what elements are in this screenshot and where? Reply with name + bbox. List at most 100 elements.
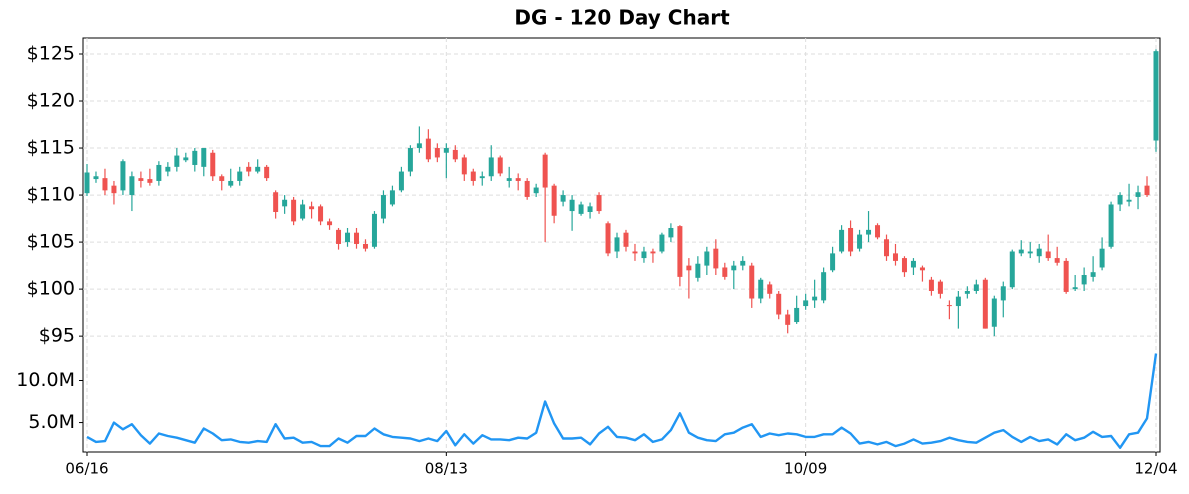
candle-body <box>542 154 548 188</box>
candle-body <box>192 150 198 165</box>
candle-body <box>892 253 898 261</box>
candle-body <box>515 178 521 181</box>
candle-body <box>327 221 333 226</box>
candle-body <box>695 263 701 278</box>
candle-body <box>659 234 665 252</box>
volume-line <box>86 353 1158 449</box>
candle-body <box>964 290 970 294</box>
y-tick-label: $105 <box>27 231 75 253</box>
candle-body <box>533 187 539 194</box>
y-tick-label: $120 <box>27 90 75 112</box>
candle-body <box>255 166 261 172</box>
candle-body <box>434 148 440 158</box>
candle-body <box>174 155 180 167</box>
candle-body <box>1126 199 1132 202</box>
x-tick-label: 10/09 <box>784 460 827 478</box>
candle-body <box>219 176 225 181</box>
candle-body <box>839 229 845 252</box>
candle-body <box>497 157 503 174</box>
candle-body <box>183 157 189 161</box>
candle-body <box>830 253 836 271</box>
candle-body <box>524 180 530 197</box>
candle-body <box>1027 251 1033 254</box>
y-tick-label: $115 <box>27 137 75 159</box>
y-tick-label: 5.0M <box>28 411 75 433</box>
candle-body <box>1045 251 1051 259</box>
candle-body <box>1117 195 1123 205</box>
candle-body <box>461 157 467 175</box>
candle-body <box>111 185 117 194</box>
candle-body <box>210 152 216 177</box>
candle-body <box>1153 51 1159 141</box>
candle-body <box>1108 204 1114 247</box>
candle-body <box>937 281 943 294</box>
candle-body <box>156 164 162 181</box>
candle-body <box>650 251 656 254</box>
candle-body <box>758 279 764 299</box>
candle-body <box>398 171 404 191</box>
x-tick-label: 08/13 <box>425 460 468 478</box>
candle-body <box>138 178 144 181</box>
candle-body <box>362 243 368 249</box>
candle-body <box>641 251 647 259</box>
candle-body <box>776 293 782 315</box>
candle-body <box>300 204 306 219</box>
candle-body <box>345 232 351 243</box>
candle-body <box>812 296 818 301</box>
candle-body <box>318 206 324 222</box>
candle-body <box>380 195 386 219</box>
candle-body <box>551 185 557 216</box>
y-tick-label: $95 <box>39 325 75 347</box>
candle-body <box>596 195 602 212</box>
candle-body <box>821 272 827 301</box>
candle-body <box>443 148 449 153</box>
candle-body <box>848 227 854 252</box>
candle-body <box>165 166 171 172</box>
candle-body <box>686 265 692 271</box>
candle-body <box>901 258 907 273</box>
candle-body <box>309 206 315 210</box>
candle-body <box>389 190 395 205</box>
candle-body <box>452 149 458 160</box>
candle-body <box>416 143 422 149</box>
candle-body <box>569 199 575 212</box>
candle-body <box>866 229 872 235</box>
y-tick-label: $110 <box>27 184 75 206</box>
candle-body <box>1018 249 1024 254</box>
candle-body <box>1036 248 1042 257</box>
candle-body <box>1081 275 1087 285</box>
candle-body <box>785 314 791 325</box>
candle-body <box>704 251 710 266</box>
candle-body <box>767 284 773 294</box>
candle-body <box>336 229 342 244</box>
candle-body <box>246 166 252 172</box>
candle-body <box>614 237 620 252</box>
chart-title: DG - 120 Day Chart <box>514 6 730 30</box>
candle-body <box>1135 192 1141 197</box>
candle-body <box>291 199 297 222</box>
candle-body <box>1009 251 1015 288</box>
candle-body <box>273 192 279 212</box>
candle-body <box>407 148 413 172</box>
candle-body <box>264 166 270 179</box>
y-tick-label: $100 <box>27 278 75 300</box>
candle-body <box>102 178 108 191</box>
candle-body <box>1000 286 1006 301</box>
candle-body <box>946 305 952 307</box>
candle-body <box>506 178 512 181</box>
candle-body <box>578 204 584 214</box>
candle-body <box>991 298 997 327</box>
x-tick-label: 06/16 <box>65 460 108 478</box>
candle-body <box>84 172 90 194</box>
candle-body <box>371 213 377 247</box>
x-tick-label: 12/04 <box>1134 460 1177 478</box>
candle-body <box>722 267 728 277</box>
candle-body <box>479 176 485 179</box>
candle-body <box>740 260 746 266</box>
candle-body <box>587 206 593 212</box>
candle-body <box>560 195 566 202</box>
candle-body <box>677 226 683 277</box>
candle-body <box>668 227 674 238</box>
y-tick-label: 10.0M <box>16 369 75 391</box>
